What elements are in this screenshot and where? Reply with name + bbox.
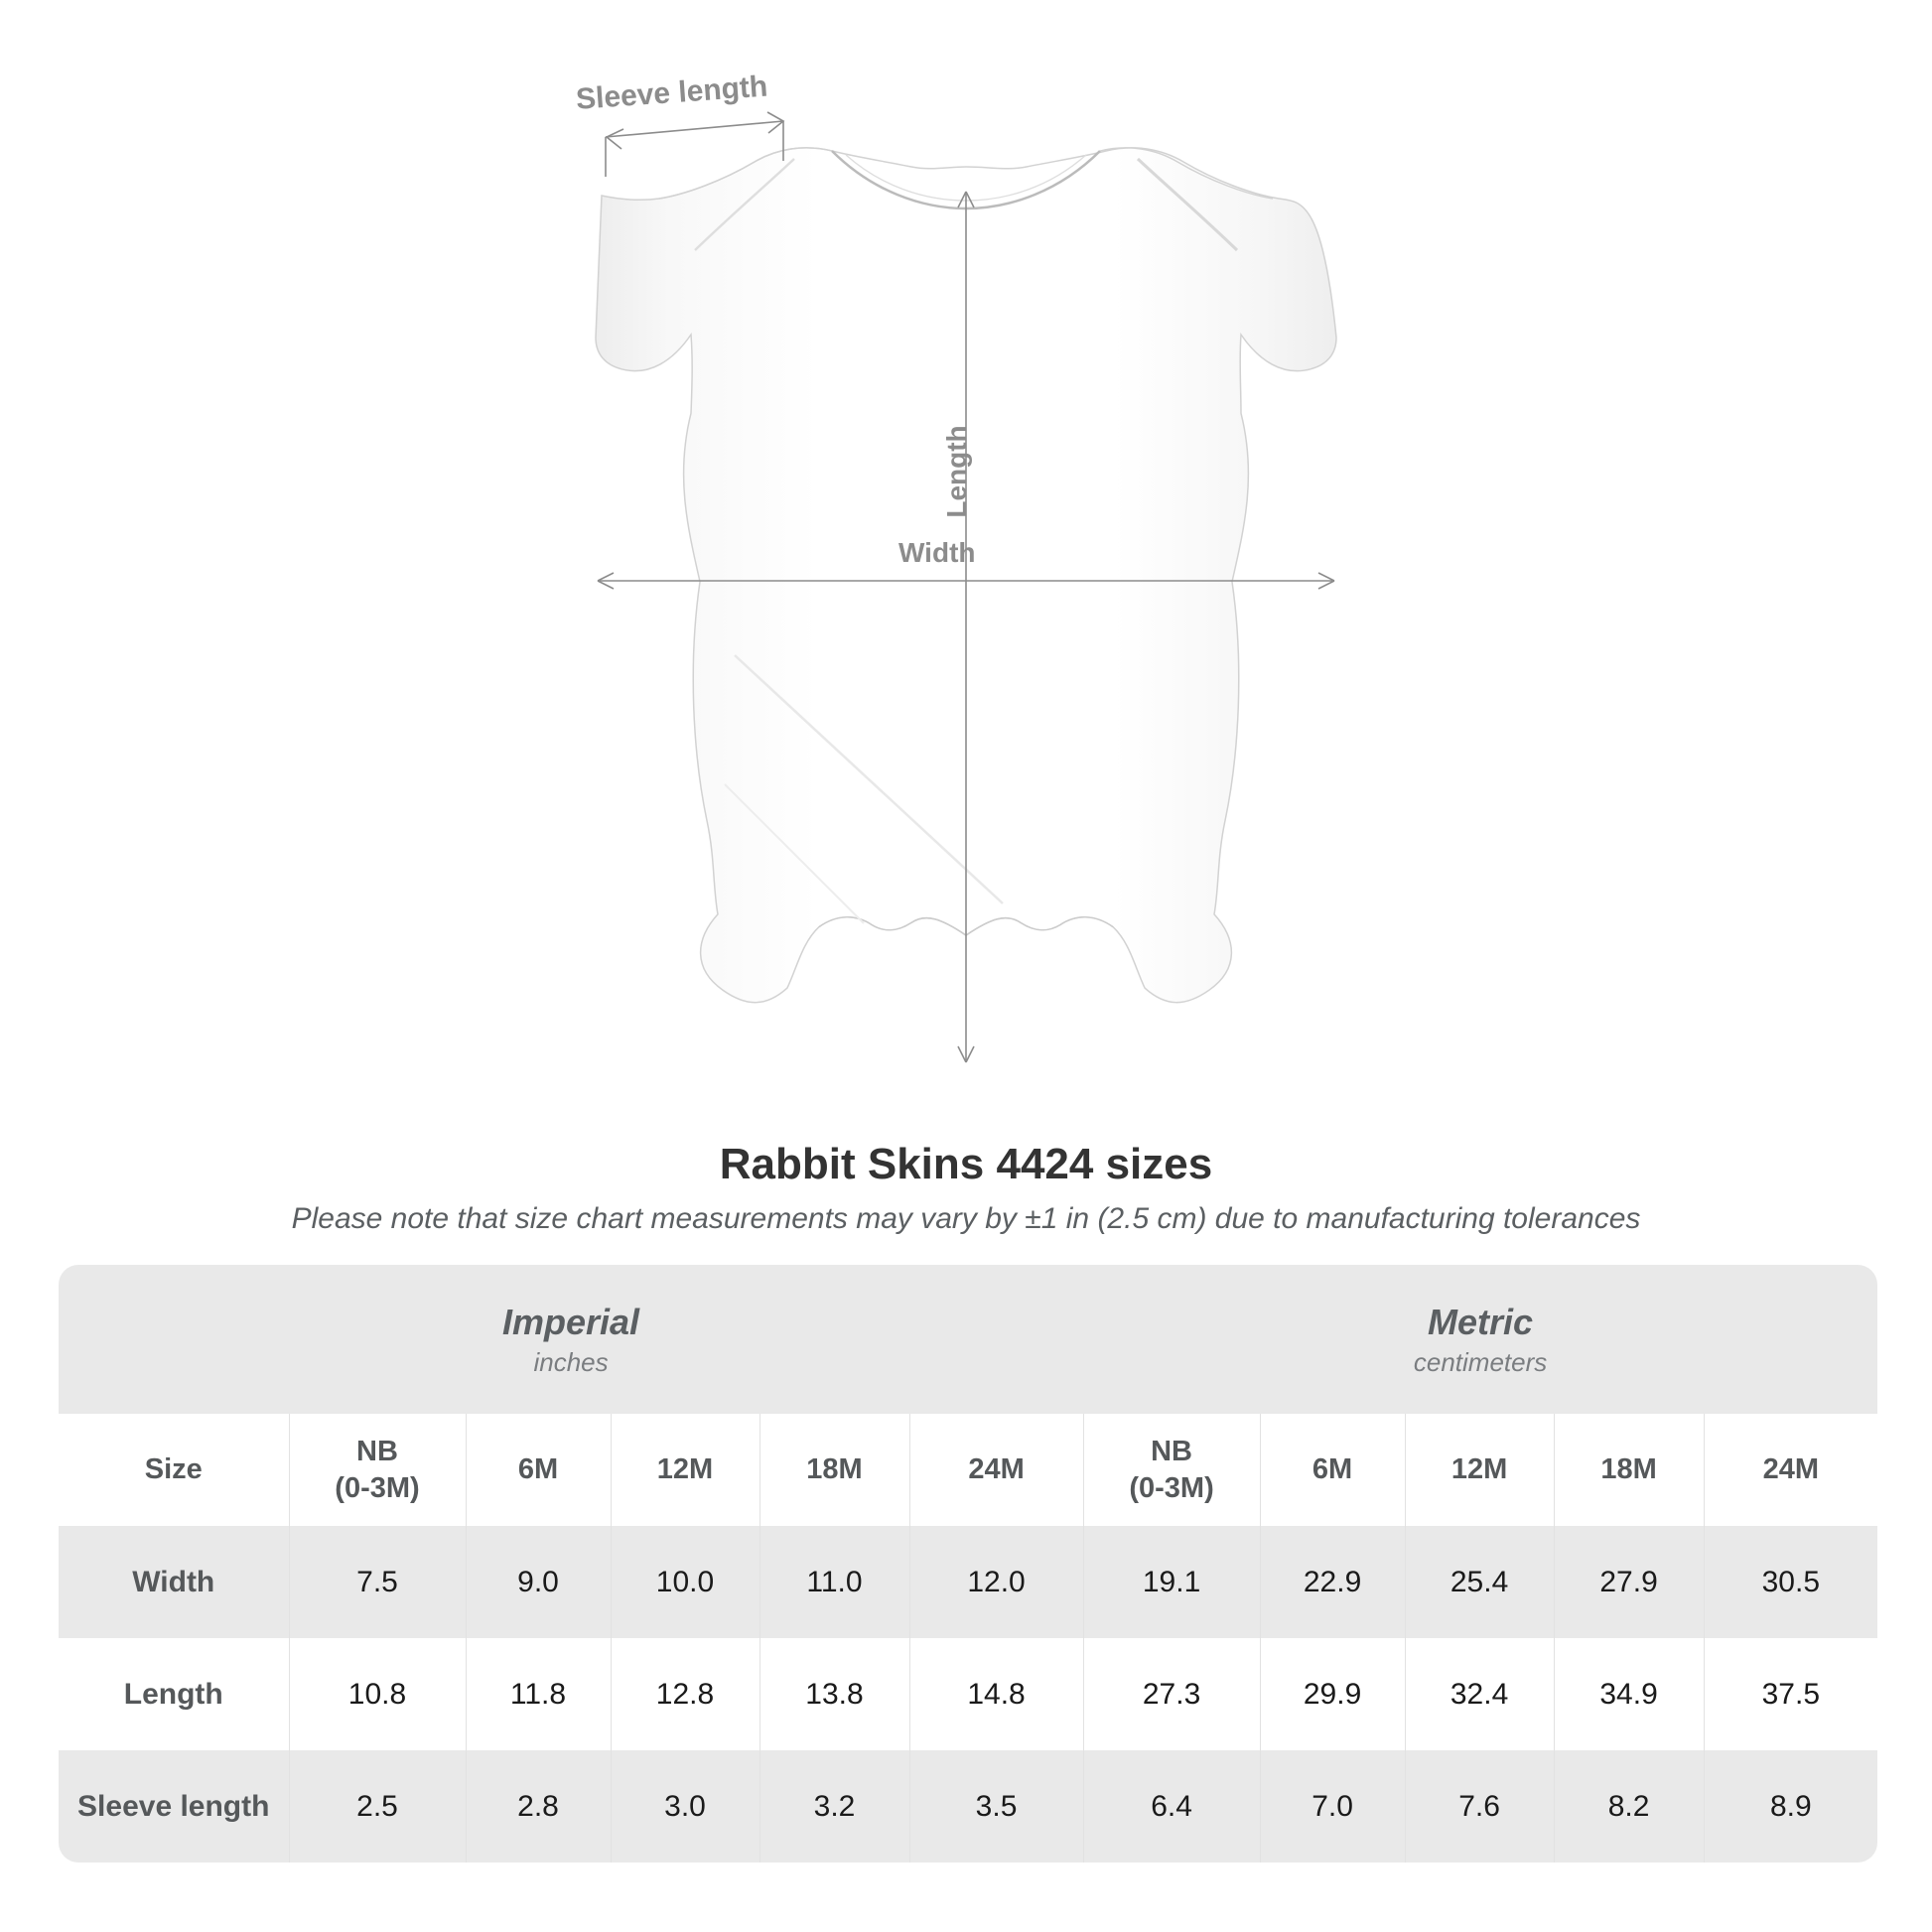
svg-text:Width: Width: [898, 537, 976, 568]
svg-text:Length: Length: [941, 425, 972, 517]
svg-text:Sleeve length: Sleeve length: [575, 69, 768, 115]
